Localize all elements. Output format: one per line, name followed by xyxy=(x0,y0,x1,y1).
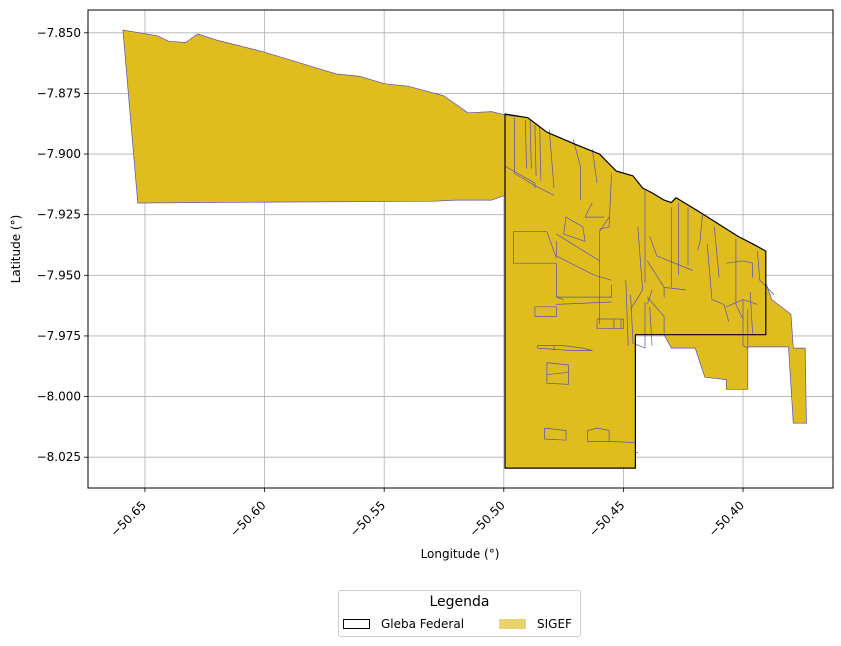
sigef-parcel-boundary xyxy=(536,345,593,351)
sigef-parcel-boundary xyxy=(546,362,569,385)
sigef-parcel-boundary xyxy=(524,120,527,169)
sigef-parcel-boundary xyxy=(726,260,753,278)
legend: Legenda Gleba Federal SIGEF xyxy=(338,590,581,637)
sigef-parcel-boundary xyxy=(546,371,569,376)
legend-swatch-outline xyxy=(343,619,370,629)
gleba-federal-boundary xyxy=(504,113,767,469)
sigef-parcel-boundary xyxy=(757,251,775,295)
y-tick-label: −8.000 xyxy=(37,390,81,404)
sigef-parcel-boundary xyxy=(556,301,612,305)
sigef-parcel-boundary xyxy=(697,214,703,252)
sigef-parcel-boundary xyxy=(556,241,612,281)
y-tick-label: −7.975 xyxy=(37,329,81,343)
y-tick-label: −7.950 xyxy=(37,268,81,282)
x-tick-label: −50.45 xyxy=(586,498,627,539)
sigef-parcel-boundary xyxy=(513,231,557,259)
x-tick-label: −50.50 xyxy=(467,498,508,539)
sigef-parcel-boundary xyxy=(514,117,555,196)
sigef-parcel-boundary xyxy=(572,139,581,201)
legend-title: Legenda xyxy=(429,594,490,610)
sigef-parcel-boundary xyxy=(713,226,720,278)
sigef-parcel-boundary xyxy=(563,216,586,242)
x-ticks: −50.65 −50.60 −50.55 −50.50 −50.45 −50.40 xyxy=(108,488,747,540)
sigef-parcel-boundary xyxy=(742,299,748,349)
y-tick-label: −7.850 xyxy=(37,26,81,40)
sigef-parcel-boundary xyxy=(587,427,610,442)
sigef-parcel-main xyxy=(122,29,807,469)
sigef-parcel-boundary xyxy=(735,238,744,320)
sigef-parcel-boundary xyxy=(649,236,693,271)
sigef-parcel-boundary xyxy=(584,202,605,218)
sigef-parcel-boundary xyxy=(726,299,758,308)
sigef-parcel-boundary xyxy=(534,306,557,317)
legend-label-sigef: SIGEF xyxy=(537,617,572,631)
y-tick-label: −7.925 xyxy=(37,208,81,222)
sigef-parcel-boundary xyxy=(646,289,653,305)
y-tick-label: −7.875 xyxy=(37,86,81,100)
sigef-parcel-boundary xyxy=(649,306,653,346)
sigef-parcel-boundary xyxy=(548,129,555,189)
x-tick-label: −50.40 xyxy=(706,498,747,539)
sigef-parcel-boundary xyxy=(556,233,600,262)
sigef-parcel-boundary xyxy=(647,296,665,334)
sigef-parcel-boundary xyxy=(529,120,532,169)
x-tick-label: −50.65 xyxy=(108,498,149,539)
legend-item-gleba-federal: Gleba Federal xyxy=(343,617,464,631)
legend-item-sigef: SIGEF xyxy=(499,617,572,631)
sigef-parcel-boundary xyxy=(534,124,537,176)
legend-swatch-fill xyxy=(499,619,526,629)
y-axis-label: Latitude (°) xyxy=(9,215,23,284)
sigef-parcel-boundary xyxy=(504,165,536,188)
sigef-parcel-boundary xyxy=(630,294,646,349)
sigef-parcel-boundary xyxy=(513,231,564,300)
sigef-parcel-boundary xyxy=(544,427,567,441)
gleba-federal-layer xyxy=(504,113,767,469)
sigef-parcel-boundary xyxy=(599,173,612,230)
legend-label-gleba-federal: Gleba Federal xyxy=(381,617,465,631)
y-ticks: −7.850 −7.875 −7.900 −7.925 −7.950 −7.975 −8.0… xyxy=(37,26,88,464)
sigef-parcel-boundary xyxy=(591,149,598,184)
sigef-parcel-boundary xyxy=(749,292,753,334)
sigef-parcel-boundary xyxy=(599,216,610,324)
sigef-parcel-boundary xyxy=(556,285,612,298)
sigef-parcel-boundary xyxy=(609,441,636,443)
y-tick-label: −7.900 xyxy=(37,147,81,161)
sigef-layer xyxy=(122,29,807,469)
axes-frame xyxy=(87,9,834,489)
sigef-parcel-boundary xyxy=(706,243,730,322)
sigef-parcel-boundary xyxy=(625,280,629,346)
sigef-parcel-boundary xyxy=(539,127,542,181)
x-tick-label: −50.55 xyxy=(347,498,388,539)
y-tick-label: −8.025 xyxy=(37,450,81,464)
x-axis-label: Longitude (°) xyxy=(421,547,500,561)
sigef-parcel-boundary xyxy=(596,318,624,330)
x-tick-label: −50.60 xyxy=(227,498,268,539)
sigef-parcel-boundary xyxy=(630,226,643,310)
